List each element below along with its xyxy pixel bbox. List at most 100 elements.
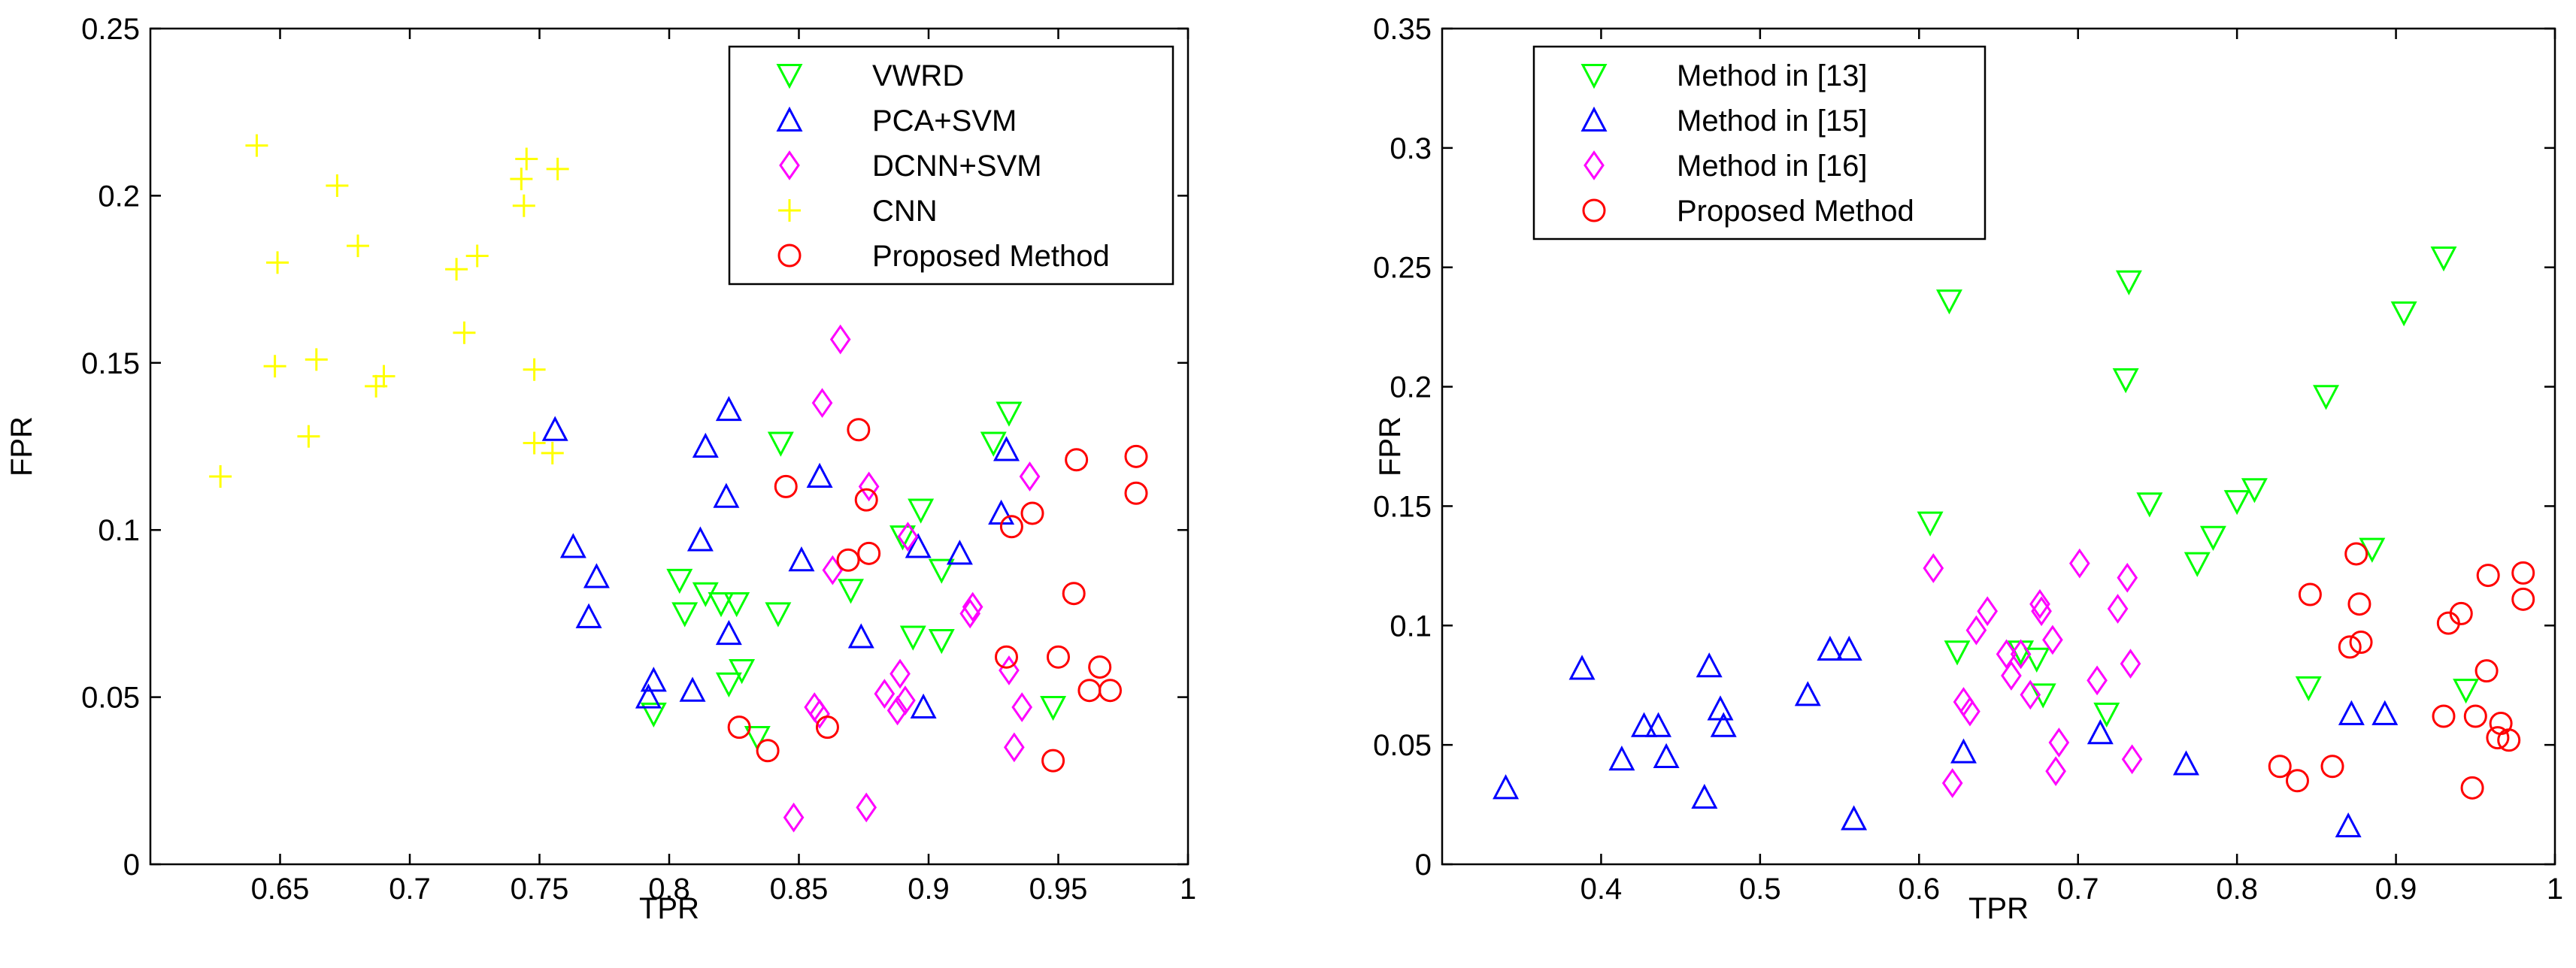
data-point [559,533,586,558]
data-point [1959,696,1980,727]
series-method-in-16- [1923,548,2143,798]
data-point [541,416,568,441]
data-point [1710,712,1737,737]
data-point [1707,695,1734,721]
legend-entry: CNN [872,195,938,228]
legend-entry: PCA+SVM [872,104,1017,138]
data-point [1835,635,1862,661]
data-point [996,401,1023,427]
x-tick-label: 0.8 [2216,873,2258,906]
x-tick-label: 0.85 [770,873,829,906]
y-axis-label: FPR [1374,416,1407,476]
legend-marker [776,64,803,89]
data-point [523,431,546,455]
data-point [1923,553,1944,583]
legend-marker [778,199,801,222]
data-point [723,592,750,618]
series-cnn [209,134,569,489]
legend-entry: Proposed Method [1677,195,1914,228]
x-tick-label: 0.6 [1898,873,1940,906]
data-point [1088,655,1112,679]
data-point [546,157,569,180]
legend: Method in [13] Method in [15] Method in [1… [1532,45,1987,240]
data-point [783,802,805,833]
data-point [811,388,833,419]
legend-box [1532,45,1987,240]
legend-entry: VWRD [872,59,964,92]
data-point [946,540,973,565]
data-point [1019,461,1041,492]
data-point [838,579,864,604]
data-point [297,425,320,448]
data-point [1493,774,1520,800]
data-point [995,645,1018,669]
data-point [465,244,489,268]
data-point [445,258,468,281]
data-point [583,563,610,588]
y-tick-label: 0 [1415,849,1432,882]
data-point [788,546,815,572]
data-point [980,431,1007,457]
data-point [2511,587,2535,611]
data-point [2045,756,2066,786]
data-point [2285,769,2309,793]
data-point [2031,596,2052,627]
data-point [2338,700,2365,725]
data-point [263,355,286,378]
data-point [962,591,983,622]
data-point [2241,478,2268,504]
y-tick-label: 0.05 [81,682,140,715]
series-method-in-13- [1917,247,2480,728]
legend-box [728,45,1174,286]
data-point [1696,652,1723,678]
data-point [2184,552,2211,577]
data-point [1041,749,1065,773]
data-point [1568,655,1596,680]
plot-frame [1441,27,2556,866]
data-point [1941,768,1963,798]
data-point [2029,588,2050,619]
data-point [2430,247,2457,272]
legend-marker [777,244,802,268]
data-point [2121,744,2143,775]
x-tick-label: 0.65 [251,873,310,906]
legend-entry: Proposed Method [872,240,1110,273]
data-point [1608,745,1635,771]
legend-marker [1580,106,1608,132]
legend-marker [779,150,800,180]
data-point [715,395,742,422]
data-point [635,683,662,709]
data-point [774,474,798,498]
data-point [453,321,476,344]
data-point [2453,679,2480,704]
data-point [2489,712,2513,736]
data-point [2460,776,2484,800]
data-point [1124,481,1148,505]
data-point [889,658,911,689]
data-point [908,498,935,524]
data-point [692,432,719,458]
data-point [1645,712,1672,737]
data-point [2344,542,2368,566]
data-point [1004,732,1025,763]
data-point [2298,582,2322,607]
y-tick-label: 0.3 [1390,132,1432,165]
legend: VWRD PCA+SVM DCNN+SVM CNN Proposed Method [728,45,1174,286]
data-point [854,488,878,512]
series-proposed-method [727,418,1148,773]
data-point [2069,548,2090,579]
data-point [372,365,395,388]
x-tick-label: 0.7 [389,873,431,906]
data-point [2115,270,2142,295]
data-point [1794,681,1821,706]
data-point [523,358,546,381]
data-point [2042,625,2063,655]
data-point [2349,631,2373,655]
data-point [1099,679,1122,703]
data-point [2449,601,2473,625]
x-tick-label: 1 [1180,873,1196,906]
y-tick-label: 0.25 [1373,252,1432,285]
y-tick-label: 0.1 [98,514,140,547]
data-point [541,441,564,464]
legend-entry: Method in [13] [1677,59,1868,92]
